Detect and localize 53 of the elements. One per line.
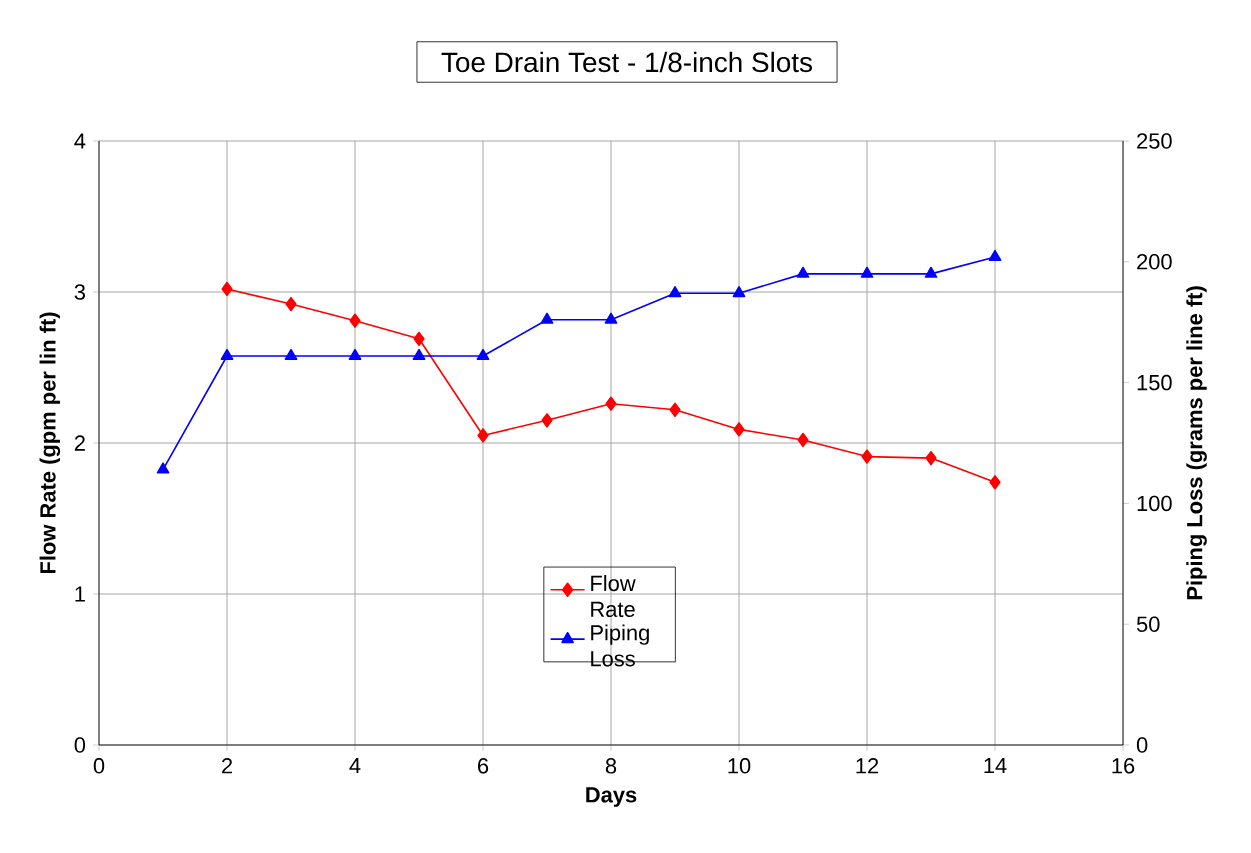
point [988, 249, 1002, 261]
y2-tick-label: 150 [1137, 374, 1172, 391]
point [413, 331, 425, 346]
point [669, 402, 681, 417]
point [732, 286, 746, 298]
x-tick-label: 14 [984, 758, 1007, 774]
point [604, 312, 618, 324]
x-tick-label: 16 [1112, 758, 1135, 774]
y-tick-label: 1 [75, 586, 85, 602]
point [156, 462, 170, 474]
point [989, 475, 1001, 490]
x-tick-label: 2 [222, 758, 232, 774]
point [285, 296, 297, 312]
y2-tick-label: 100 [1137, 495, 1172, 512]
y2-tick-label: 50 [1136, 616, 1160, 632]
y2-tick-label: 250 [1137, 133, 1172, 149]
y-tick-label: 2 [74, 435, 85, 451]
point [477, 428, 489, 443]
y-tick-label: 3 [74, 284, 85, 300]
point [605, 396, 617, 411]
legend-label: Piping Loss [591, 624, 649, 667]
point [412, 348, 426, 361]
point [925, 450, 937, 466]
x-tick-label: 4 [349, 758, 361, 774]
legend-label: Flow Rate [591, 575, 636, 618]
point [349, 313, 361, 328]
chart-title: Toe Drain Test - 1/8-inch Slots [441, 51, 812, 73]
y2-tick-label: 0 [1136, 737, 1148, 753]
x-tick-label: 0 [93, 758, 105, 774]
point [797, 432, 809, 448]
x-tick-label: 12 [856, 758, 879, 774]
point [220, 348, 234, 361]
point [860, 266, 874, 278]
point [733, 422, 745, 437]
point [541, 413, 553, 428]
point [348, 348, 362, 361]
point [221, 281, 233, 297]
point [476, 348, 490, 361]
point [284, 348, 298, 361]
point [924, 266, 938, 278]
x-tick-label: 6 [478, 758, 489, 774]
point [540, 312, 554, 324]
y-tick-label: 0 [74, 737, 86, 753]
x-tick-label: 8 [605, 758, 617, 774]
point [668, 286, 682, 298]
y2-tick-label: 200 [1137, 254, 1172, 270]
point [861, 449, 873, 464]
y-tick-label: 4 [74, 133, 86, 149]
y-axis-title: Flow Rate (gpm per lin ft) [39, 312, 61, 574]
y2-axis-title: Piping Loss (grams per line ft) [1186, 286, 1207, 600]
x-axis-title: Days [586, 787, 637, 807]
point [796, 266, 810, 278]
x-tick-label: 10 [728, 758, 751, 774]
